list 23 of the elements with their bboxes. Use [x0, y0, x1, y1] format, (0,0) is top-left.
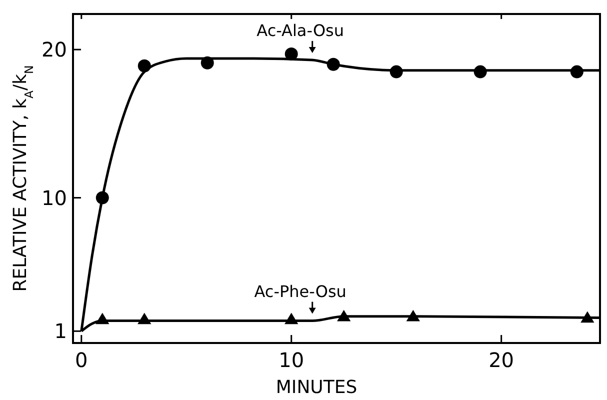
- y-tick-label: 1: [54, 319, 67, 344]
- point: [390, 65, 403, 78]
- point: [284, 48, 298, 61]
- annotation: Ac-Phe-Osu: [254, 282, 346, 301]
- x-tick-label: 0: [75, 348, 88, 372]
- point: [284, 312, 298, 324]
- point: [570, 65, 584, 78]
- x-tick-label: 10: [278, 348, 304, 372]
- point: [406, 310, 420, 322]
- point: [200, 56, 214, 70]
- point: [138, 312, 152, 324]
- point: [580, 311, 594, 323]
- point: [138, 59, 151, 72]
- y-tick-label: 20: [42, 38, 67, 62]
- x-axis-title: MINUTES: [276, 377, 358, 398]
- point: [96, 191, 109, 204]
- y-tick-label: 10: [42, 186, 67, 210]
- point: [326, 58, 340, 71]
- point: [96, 312, 110, 324]
- annotation: Ac-Ala-Osu: [256, 20, 344, 40]
- point: [474, 65, 487, 78]
- x-tick-label: 20: [488, 348, 514, 372]
- point: [337, 310, 351, 322]
